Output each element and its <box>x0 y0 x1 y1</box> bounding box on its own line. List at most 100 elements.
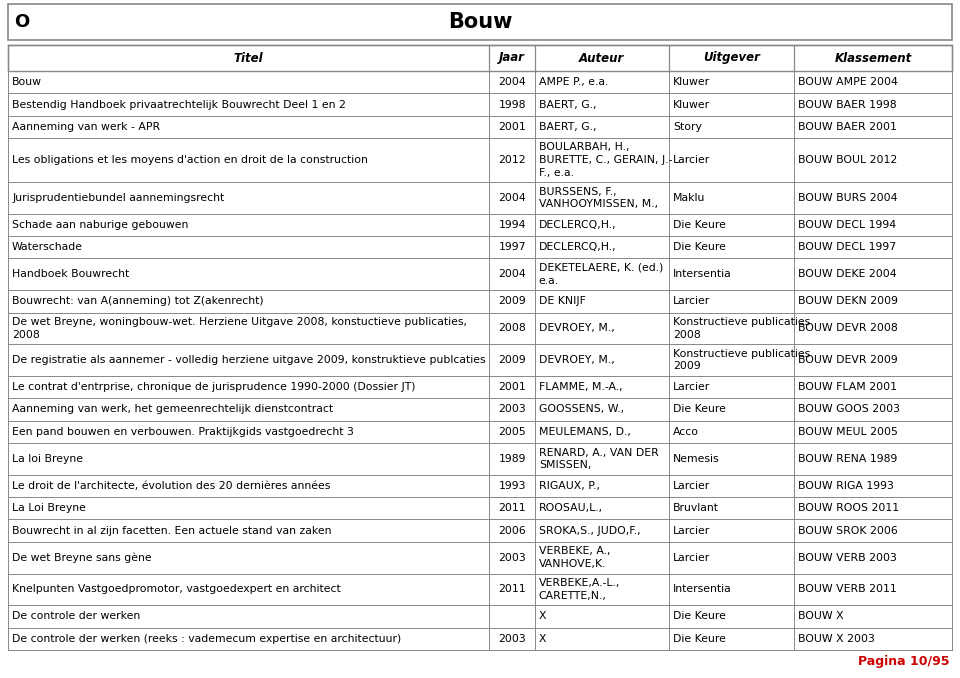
Text: Larcier: Larcier <box>673 525 710 536</box>
Text: BOUW X: BOUW X <box>799 612 844 622</box>
Text: VERBEKE, A.,: VERBEKE, A., <box>539 546 611 557</box>
Text: 1997: 1997 <box>498 242 526 252</box>
Text: 2009: 2009 <box>498 296 526 306</box>
Text: Intersentia: Intersentia <box>673 584 732 595</box>
Text: Larcier: Larcier <box>673 296 710 306</box>
Text: Jaar: Jaar <box>499 52 525 64</box>
Text: Larcier: Larcier <box>673 553 710 563</box>
Text: Konstructieve publicaties: Konstructieve publicaties <box>673 348 810 359</box>
Text: BOUW RENA 1989: BOUW RENA 1989 <box>799 454 898 464</box>
Text: Auteur: Auteur <box>579 52 624 64</box>
Text: BOUW VERB 2003: BOUW VERB 2003 <box>799 553 898 563</box>
Text: BOUW BOUL 2012: BOUW BOUL 2012 <box>799 155 898 165</box>
Text: 1993: 1993 <box>498 481 526 491</box>
Text: VERBEKE,A.-L.,: VERBEKE,A.-L., <box>539 578 620 588</box>
Text: e.a.: e.a. <box>539 276 559 285</box>
Text: 2003: 2003 <box>498 553 526 563</box>
Text: BURSSENS, F.,: BURSSENS, F., <box>539 186 616 197</box>
Text: Waterschade: Waterschade <box>12 242 83 252</box>
Text: BOULARBAH, H.,: BOULARBAH, H., <box>539 142 629 153</box>
Text: BOUW GOOS 2003: BOUW GOOS 2003 <box>799 405 900 414</box>
Text: DEKETELAERE, K. (ed.): DEKETELAERE, K. (ed.) <box>539 263 663 273</box>
Text: 2003: 2003 <box>498 405 526 414</box>
Text: 2008: 2008 <box>12 330 39 340</box>
Text: De controle der werken: De controle der werken <box>12 612 140 622</box>
Text: Bouw: Bouw <box>447 12 513 32</box>
Text: Larcier: Larcier <box>673 382 710 392</box>
Text: Aanneming van werk, het gemeenrechtelijk dienstcontract: Aanneming van werk, het gemeenrechtelijk… <box>12 405 333 414</box>
Text: BOUW BAER 1998: BOUW BAER 1998 <box>799 100 897 110</box>
Text: DEVROEY, M.,: DEVROEY, M., <box>539 323 614 334</box>
Text: De wet Breyne, woningbouw-wet. Herziene Uitgave 2008, konstuctieve publicaties,: De wet Breyne, woningbouw-wet. Herziene … <box>12 317 467 327</box>
Text: 2001: 2001 <box>498 122 526 132</box>
Text: BOUW FLAM 2001: BOUW FLAM 2001 <box>799 382 898 392</box>
Text: MEULEMANS, D.,: MEULEMANS, D., <box>539 427 631 437</box>
Text: Schade aan naburige gebouwen: Schade aan naburige gebouwen <box>12 220 188 230</box>
Text: 2005: 2005 <box>498 427 526 437</box>
Text: BURETTE, C., GERAIN, J.-: BURETTE, C., GERAIN, J.- <box>539 155 672 165</box>
Text: Aanneming van werk - APR: Aanneming van werk - APR <box>12 122 160 132</box>
Text: 2004: 2004 <box>498 269 526 279</box>
Text: BAERT, G.,: BAERT, G., <box>539 100 596 110</box>
Text: 2004: 2004 <box>498 193 526 203</box>
Text: Larcier: Larcier <box>673 481 710 491</box>
Text: 2006: 2006 <box>498 525 526 536</box>
Text: Konstructieve publicaties: Konstructieve publicaties <box>673 317 810 327</box>
Text: Bouw: Bouw <box>12 77 42 87</box>
Text: 1989: 1989 <box>498 454 526 464</box>
Text: Jurisprudentiebundel aannemingsrecht: Jurisprudentiebundel aannemingsrecht <box>12 193 225 203</box>
Text: 2008: 2008 <box>673 330 701 340</box>
Text: Pagina 10/95: Pagina 10/95 <box>858 655 950 668</box>
Text: RENARD, A., VAN DER: RENARD, A., VAN DER <box>539 447 659 458</box>
Text: BOUW DEKE 2004: BOUW DEKE 2004 <box>799 269 897 279</box>
Text: 2003: 2003 <box>498 634 526 644</box>
Text: VANHOVE,K.: VANHOVE,K. <box>539 559 607 569</box>
Text: DECLERCQ,H.,: DECLERCQ,H., <box>539 220 616 230</box>
Text: GOOSSENS, W.,: GOOSSENS, W., <box>539 405 624 414</box>
Text: Die Keure: Die Keure <box>673 634 726 644</box>
Text: De controle der werken (reeks : vademecum expertise en architectuur): De controle der werken (reeks : vademecu… <box>12 634 401 644</box>
Text: 2004: 2004 <box>498 77 526 87</box>
Text: DE KNIJF: DE KNIJF <box>539 296 586 306</box>
Text: BOUW VERB 2011: BOUW VERB 2011 <box>799 584 897 595</box>
Text: De registratie als aannemer - volledig herziene uitgave 2009, konstruktieve publ: De registratie als aannemer - volledig h… <box>12 355 486 365</box>
Text: BOUW BAER 2001: BOUW BAER 2001 <box>799 122 898 132</box>
Text: Les obligations et les moyens d'action en droit de la construction: Les obligations et les moyens d'action e… <box>12 155 368 165</box>
Text: BOUW DEVR 2009: BOUW DEVR 2009 <box>799 355 899 365</box>
Text: AMPE P., e.a.: AMPE P., e.a. <box>539 77 608 87</box>
Text: BOUW MEUL 2005: BOUW MEUL 2005 <box>799 427 899 437</box>
Text: SROKA,S., JUDO,F.,: SROKA,S., JUDO,F., <box>539 525 640 536</box>
Text: BOUW AMPE 2004: BOUW AMPE 2004 <box>799 77 899 87</box>
Text: Acco: Acco <box>673 427 699 437</box>
Text: BOUW DECL 1997: BOUW DECL 1997 <box>799 242 897 252</box>
Text: Bouwrecht: van A(anneming) tot Z(akenrecht): Bouwrecht: van A(anneming) tot Z(akenrec… <box>12 296 264 306</box>
Text: Die Keure: Die Keure <box>673 405 726 414</box>
Text: 2011: 2011 <box>498 503 526 513</box>
Text: La loi Breyne: La loi Breyne <box>12 454 83 464</box>
Text: ROOSAU,L.,: ROOSAU,L., <box>539 503 603 513</box>
Text: Titel: Titel <box>234 52 264 64</box>
Text: DEVROEY, M.,: DEVROEY, M., <box>539 355 614 365</box>
Text: VANHOOYMISSEN, M.,: VANHOOYMISSEN, M., <box>539 199 658 210</box>
Text: BOUW BURS 2004: BOUW BURS 2004 <box>799 193 898 203</box>
Text: Knelpunten Vastgoedpromotor, vastgoedexpert en architect: Knelpunten Vastgoedpromotor, vastgoedexp… <box>12 584 341 595</box>
Text: Larcier: Larcier <box>673 155 710 165</box>
Text: De wet Breyne sans gène: De wet Breyne sans gène <box>12 553 152 563</box>
Text: CARETTE,N.,: CARETTE,N., <box>539 591 607 601</box>
Text: BOUW ROOS 2011: BOUW ROOS 2011 <box>799 503 900 513</box>
Text: BAERT, G.,: BAERT, G., <box>539 122 596 132</box>
Text: Kluwer: Kluwer <box>673 77 710 87</box>
Text: Nemesis: Nemesis <box>673 454 719 464</box>
Text: Intersentia: Intersentia <box>673 269 732 279</box>
Text: 1998: 1998 <box>498 100 526 110</box>
Text: Die Keure: Die Keure <box>673 242 726 252</box>
Text: Bestendig Handboek privaatrechtelijk Bouwrecht Deel 1 en 2: Bestendig Handboek privaatrechtelijk Bou… <box>12 100 346 110</box>
Text: X: X <box>539 634 546 644</box>
Text: Handboek Bouwrecht: Handboek Bouwrecht <box>12 269 130 279</box>
Text: RIGAUX, P.,: RIGAUX, P., <box>539 481 600 491</box>
Text: 2009: 2009 <box>673 361 701 372</box>
Text: Le contrat d'entrprise, chronique de jurisprudence 1990-2000 (Dossier JT): Le contrat d'entrprise, chronique de jur… <box>12 382 416 392</box>
Text: Maklu: Maklu <box>673 193 706 203</box>
Text: Die Keure: Die Keure <box>673 220 726 230</box>
Text: DECLERCQ,H.,: DECLERCQ,H., <box>539 242 616 252</box>
